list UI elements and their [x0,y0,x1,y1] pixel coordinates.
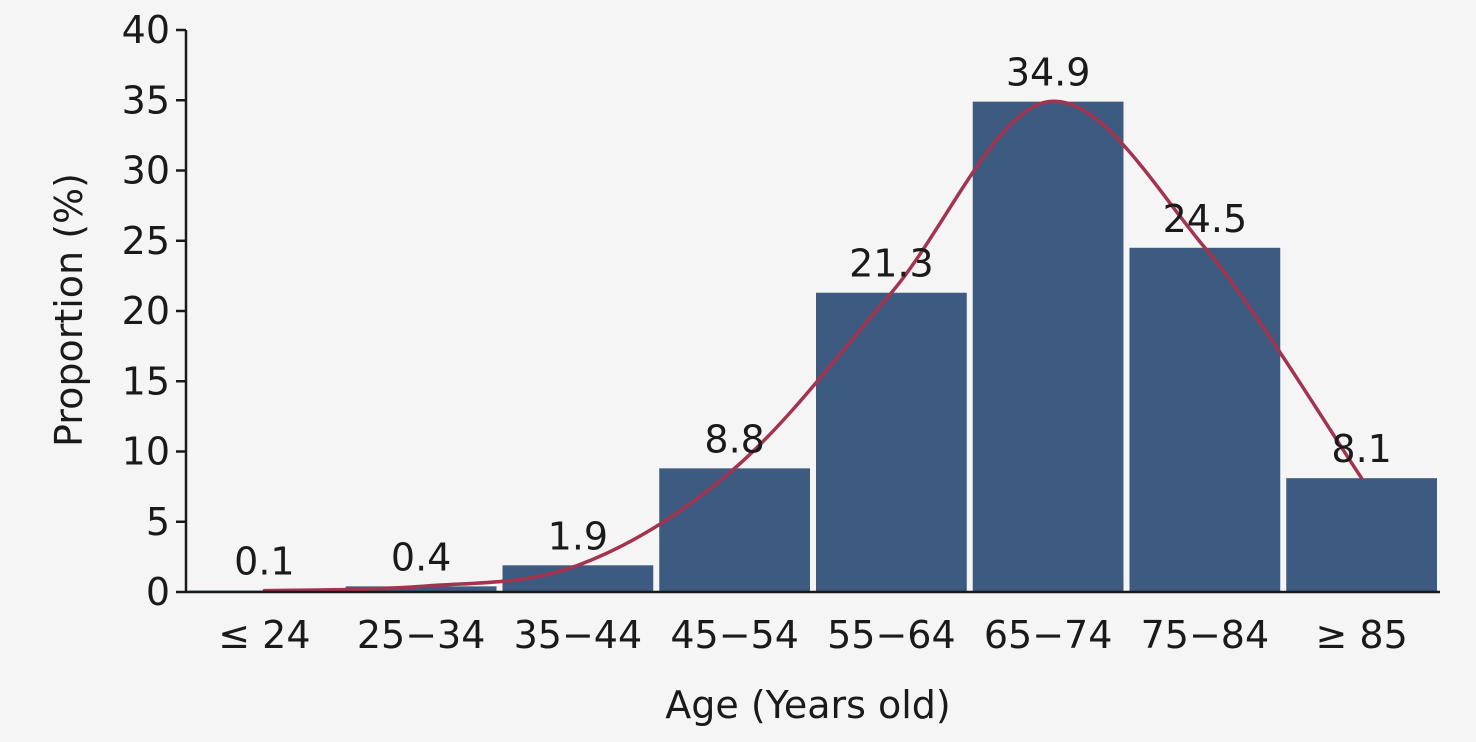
y-tick-label-10: 10 [122,430,170,474]
curve-layer [262,99,1364,593]
x-tick-label-7: ≥ 85 [1315,613,1407,657]
data-label-1: 0.4 [391,535,451,579]
x-tick-label-2: 35−44 [514,613,643,657]
x-tick-label-3: 45−54 [670,613,799,657]
y-tick-label-5: 5 [146,500,170,544]
bar-7 [1286,478,1437,592]
bar-3 [659,468,810,592]
x-tick-label-5: 65−74 [984,613,1113,657]
data-label-7: 8.1 [1331,427,1391,471]
y-tick-label-30: 30 [122,149,170,193]
data-label-2: 1.9 [548,514,608,558]
y-axis-title: Proportion (%) [47,173,91,447]
bars-layer [189,101,1437,592]
data-label-0: 0.1 [234,540,294,584]
y-tick-label-15: 15 [122,359,170,403]
axes-layer [176,28,1440,594]
bar-1 [345,586,497,592]
x-tick-label-1: 25−34 [357,613,486,657]
y-tick-label-40: 40 [122,8,170,52]
bar-4 [816,292,967,592]
x-tick-label-0: ≤ 24 [218,613,310,657]
data-label-4: 21.3 [849,242,934,286]
bar-5 [972,101,1124,592]
labels-layer: 0 5 10 15 20 25 30 35 40 ≤ 24 25−34 35−44 45−54 55−64… [122,8,1408,657]
y-tick-label-25: 25 [122,219,170,263]
y-tick-label-35: 35 [122,78,170,122]
x-tick-label-4: 55−64 [827,613,956,657]
data-label-5: 34.9 [1006,51,1091,95]
data-label-3: 8.8 [704,417,764,461]
y-tick-label-20: 20 [122,289,170,333]
bar-6 [1129,247,1281,592]
x-axis-title: Age (Years old) [665,683,950,727]
trend-curve [262,99,1364,593]
data-label-6: 24.5 [1163,197,1248,241]
y-tick-label-0: 0 [146,570,170,614]
x-tick-label-6: 75−84 [1141,613,1270,657]
